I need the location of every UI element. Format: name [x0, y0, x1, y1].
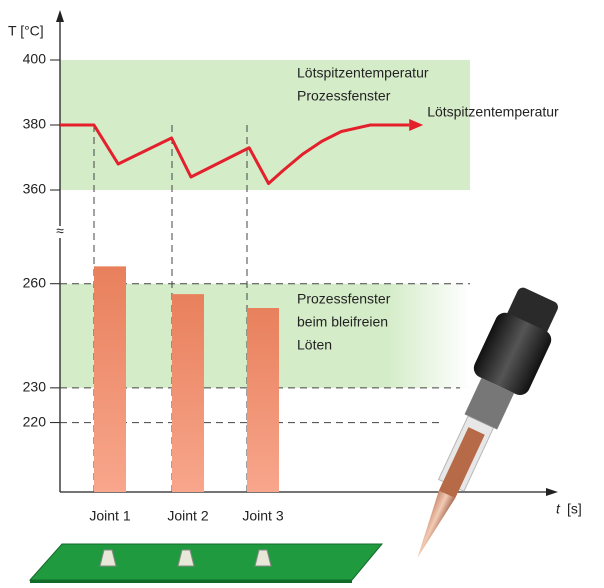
axis-break: ≈	[56, 223, 64, 239]
bar	[172, 294, 204, 492]
series-label: Lötspitzentemperatur	[427, 104, 559, 120]
window-label: Löten	[297, 337, 332, 353]
y-tick-label: 360	[23, 181, 47, 197]
y-tick-label: 220	[23, 413, 47, 429]
x-tick-label: Joint 1	[89, 508, 130, 524]
x-axis-arrow	[546, 488, 558, 496]
window-label: Lötspitzentemperatur	[297, 65, 429, 81]
y-tick-label: 400	[23, 51, 47, 67]
bar	[94, 266, 126, 492]
window-label: beim bleifreien	[297, 314, 388, 330]
x-axis-unit: [s]	[567, 501, 582, 517]
bar	[247, 308, 279, 492]
x-tick-label: Joint 3	[242, 508, 283, 524]
x-tick-label: Joint 2	[167, 508, 208, 524]
window-label: Prozessfenster	[297, 88, 391, 104]
y-axis-arrow	[56, 10, 64, 22]
y-tick-label: 230	[23, 379, 47, 395]
y-tick-label: 380	[23, 116, 47, 132]
circuit-board	[30, 544, 382, 583]
y-axis-label: T [°C]	[8, 23, 44, 39]
window-label: Prozessfenster	[297, 291, 391, 307]
chart: Lötspitzentemperatur Prozessfenster Prozes…	[0, 0, 604, 583]
x-axis-label: t	[556, 501, 561, 517]
y-tick-label: 260	[23, 274, 47, 290]
